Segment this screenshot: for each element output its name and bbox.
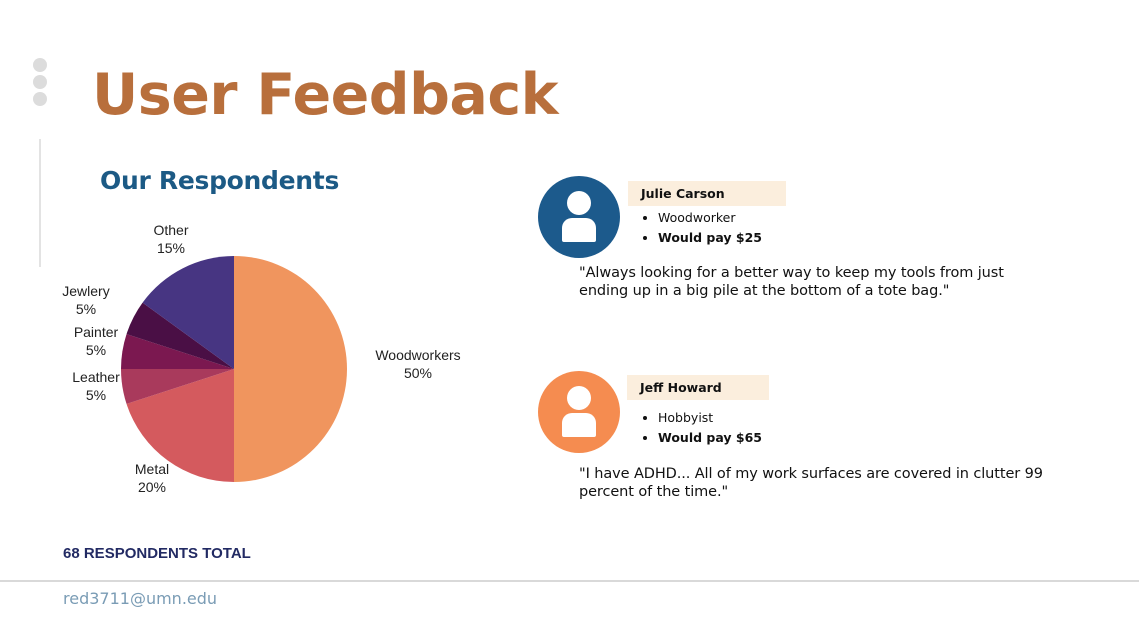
pie-value-label: 5% [76,301,96,317]
pie-value-label: 15% [157,240,185,256]
respondent-quote: "Always looking for a better way to keep… [579,264,1004,300]
pie-label: Metal [135,461,169,477]
divider-line [39,139,41,267]
pie-slice-painter [121,334,234,369]
dot [33,92,47,106]
contact-email[interactable]: red3711@umn.edu [63,589,218,608]
pie-label: Other [153,222,188,238]
respondent-pay: Would pay $25 [658,228,762,248]
user-icon [567,386,591,410]
user-icon [567,191,591,215]
name-label: Julie Carson [628,181,786,206]
respondent-facts: Woodworker Would pay $25 [640,208,762,248]
avatar-jeff [538,371,620,453]
pie-label: Jewlery [62,283,109,299]
pie-slice-leather [121,369,234,404]
pie-slice-other [142,256,234,369]
user-icon-body [562,218,596,242]
pie-value-label: 5% [86,387,106,403]
respondent-facts: Hobbyist Would pay $65 [640,408,762,448]
name-label: Jeff Howard [627,375,769,400]
dot [33,75,47,89]
dot [33,58,47,72]
pie-value-label: 20% [138,479,166,495]
pie-slice-woodworkers [234,256,347,482]
avatar-julie [538,176,620,258]
respondent-pay: Would pay $65 [658,428,762,448]
pie-value-label: 50% [404,365,432,381]
respondent-quote: "I have ADHD... All of my work surfaces … [579,465,1043,501]
pie-value-label: 5% [86,342,106,358]
quote-line: "I have ADHD... All of my work surfaces … [579,466,1043,482]
pie-slice-metal [126,369,234,482]
respondent-role: Hobbyist [658,408,762,428]
respondent-role: Woodworker [658,208,762,228]
pie-slice-jewlery [126,302,234,369]
quote-line: percent of the time." [579,484,729,500]
decorative-dots [33,58,47,109]
respondents-pie-chart: Woodworkers 50% Metal 20% Leather 5% Painter 5%… [62,222,460,495]
pie-label: Woodworkers [375,347,460,363]
quote-line: "Always looking for a better way to keep… [579,265,1004,281]
user-icon-body [562,413,596,437]
pie-label: Leather [72,369,120,385]
slide: User Feedback Our Respondents Woodworker… [0,0,1139,582]
slide-title: User Feedback [92,62,559,128]
section-subtitle: Our Respondents [100,166,340,195]
quote-line: ending up in a big pile at the bottom of… [579,283,950,299]
respondents-total: 68 RESPONDENTS TOTAL [63,545,251,562]
pie-label: Painter [74,324,119,340]
